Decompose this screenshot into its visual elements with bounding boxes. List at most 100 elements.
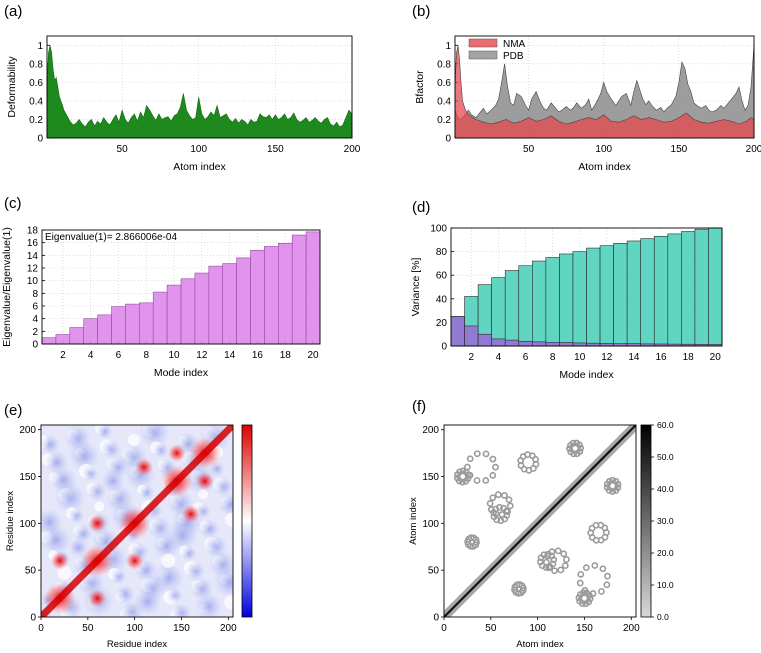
legend-label-PDB: PDB bbox=[503, 51, 524, 62]
contact-cluster bbox=[470, 534, 478, 542]
bar-c-s0-13 bbox=[208, 265, 224, 345]
x-tick-label: 20 bbox=[710, 352, 722, 363]
y-axis-label: Variance [%] bbox=[410, 258, 422, 317]
bar-d-s0-8 bbox=[545, 257, 560, 347]
y-axis-label: Eigenvalue/Eigenvalue(1) bbox=[1, 227, 13, 347]
contact-cluster bbox=[546, 563, 554, 571]
y-axis-label: Residue index bbox=[5, 491, 16, 551]
y-axis-label: Deformability bbox=[6, 56, 18, 118]
bar-d-s1-7 bbox=[531, 341, 547, 347]
y-tick-label: 0 bbox=[441, 342, 447, 353]
x-tick-label: 12 bbox=[601, 352, 613, 363]
x-tick-label: 150 bbox=[173, 623, 190, 634]
heatmap-hotspot bbox=[125, 551, 144, 570]
contact-cluster bbox=[592, 521, 600, 529]
heatmap-cold-region bbox=[218, 492, 233, 517]
x-axis-label: Atom index bbox=[173, 161, 226, 173]
y-tick-label: 200 bbox=[422, 425, 439, 436]
contact-cluster bbox=[576, 579, 584, 587]
bar-c-s0-9 bbox=[152, 291, 168, 345]
x-tick-label: 150 bbox=[267, 144, 284, 155]
legend-label-NMA: NMA bbox=[503, 39, 526, 50]
y-tick-label: 50 bbox=[428, 566, 440, 577]
contact-cluster bbox=[497, 517, 505, 525]
contact-cluster bbox=[576, 441, 583, 449]
bar-d-s1-6 bbox=[518, 340, 533, 347]
heatmap-cold-region bbox=[119, 600, 144, 617]
y-tick-label: 12 bbox=[27, 264, 39, 275]
heatmap-hotspot bbox=[167, 444, 186, 463]
heatmap-cold-region bbox=[152, 442, 169, 459]
x-axis-label: Mode index bbox=[154, 367, 209, 379]
bar-c-s0-15 bbox=[236, 257, 251, 345]
contact-diagonal bbox=[444, 425, 636, 617]
x-tick-label: 100 bbox=[190, 144, 207, 155]
bar-c-s0-10 bbox=[166, 284, 182, 345]
contact-cluster bbox=[566, 445, 573, 453]
legend-swatch-PDB bbox=[468, 50, 498, 60]
contact-cluster bbox=[505, 496, 513, 504]
heatmap-cells-f bbox=[444, 425, 636, 617]
x-tick-label: 14 bbox=[224, 350, 236, 361]
y-tick-label: 0.2 bbox=[29, 115, 43, 126]
heatmap-cold-region bbox=[152, 531, 181, 560]
plot-frame bbox=[40, 424, 234, 618]
contact-cluster bbox=[598, 587, 605, 595]
bar-d-s0-19 bbox=[694, 228, 709, 347]
x-tick-label: 18 bbox=[683, 352, 695, 363]
bar-d-s0-6 bbox=[518, 265, 533, 347]
bar-c-s0-11 bbox=[180, 278, 196, 345]
chart-f: (f) 0 50 100 150 200 0 50 100 150 200 Atom index Ato… bbox=[408, 398, 674, 650]
contact-cluster bbox=[609, 488, 616, 495]
heatmap-cold-region bbox=[138, 573, 167, 602]
colorbar-tick-label: 40.0 bbox=[657, 484, 674, 494]
legend-swatch-NMA bbox=[468, 38, 498, 48]
y-tick-label: 100 bbox=[422, 519, 439, 530]
contact-cluster bbox=[540, 551, 548, 559]
y-tick-label: 4 bbox=[32, 314, 38, 325]
heatmap-cold-region bbox=[68, 507, 85, 524]
contact-cluster bbox=[466, 455, 474, 463]
heatmap-neutral-region bbox=[127, 433, 140, 446]
bar-c-s0-7 bbox=[125, 303, 140, 345]
x-axis-label: Atom index bbox=[578, 161, 631, 173]
bar-d-s0-14 bbox=[626, 240, 642, 347]
contact-cluster bbox=[551, 567, 558, 575]
y-tick-label: 50 bbox=[25, 566, 37, 577]
heatmap-cells-e bbox=[41, 425, 233, 617]
bar-d-s0-17 bbox=[667, 233, 682, 347]
bar-d-s0-7 bbox=[531, 260, 547, 347]
x-tick-label: 0 bbox=[38, 623, 44, 634]
y-tick-label: 0.6 bbox=[437, 78, 451, 89]
heatmap-cold-region bbox=[110, 568, 127, 585]
contact-cluster bbox=[496, 503, 503, 511]
x-tick-label: 2 bbox=[469, 352, 475, 363]
contact-cluster bbox=[506, 502, 514, 510]
colorbar-tick-label: 20.0 bbox=[657, 548, 674, 558]
x-tick-label: 50 bbox=[82, 623, 94, 634]
contact-cluster bbox=[573, 450, 581, 458]
y-tick-label: 0.8 bbox=[437, 59, 451, 70]
x-tick-label: 50 bbox=[523, 144, 535, 155]
heatmap-hotspot bbox=[135, 458, 154, 477]
y-tick-label: 150 bbox=[19, 472, 36, 483]
colorbar-tick-label: 30.0 bbox=[657, 516, 674, 526]
heatmap-cold-region bbox=[73, 523, 94, 544]
bar-d-s1-8 bbox=[545, 342, 560, 347]
heatmap-cold-region bbox=[41, 434, 61, 455]
y-tick-label: 60 bbox=[436, 271, 448, 282]
bar-c-s0-1 bbox=[41, 337, 57, 345]
bar-d-s0-12 bbox=[599, 245, 614, 347]
heatmap-neutral-region bbox=[224, 595, 233, 610]
contact-cluster bbox=[482, 477, 490, 484]
contact-cluster bbox=[489, 494, 497, 502]
x-tick-label: 0 bbox=[441, 623, 447, 634]
x-tick-label: 150 bbox=[671, 144, 688, 155]
bar-c-s0-20 bbox=[305, 231, 321, 345]
x-tick-label: 100 bbox=[126, 623, 143, 634]
contact-cluster bbox=[517, 457, 525, 464]
x-tick-label: 200 bbox=[220, 623, 237, 634]
bar-c-s0-16 bbox=[250, 249, 265, 345]
x-tick-label: 18 bbox=[280, 350, 292, 361]
